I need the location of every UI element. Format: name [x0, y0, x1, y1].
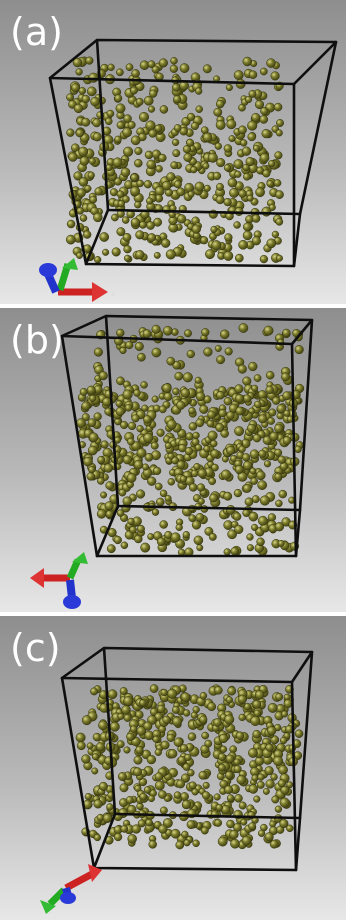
- x-axis-arrowhead: [88, 864, 102, 882]
- z-axis-arrow: [66, 579, 76, 599]
- axis-triad-c: x: [40, 864, 110, 914]
- z-axis-arrow: [44, 272, 60, 294]
- svg-text:x: x: [106, 869, 110, 876]
- y-axis-arrow: [47, 887, 67, 907]
- x-axis-arrow: [64, 870, 94, 892]
- y-axis-arrowhead: [62, 258, 78, 270]
- panel-c: x (c): [0, 616, 346, 920]
- atom-cloud-b: [76, 323, 305, 557]
- simulation-box-c: [60, 646, 314, 872]
- simulation-scene-a: x: [39, 38, 338, 302]
- svg-text:x: x: [111, 291, 115, 298]
- simulation-box-a: [48, 38, 338, 268]
- y-axis-arrowhead: [40, 900, 56, 914]
- panel-label: (b): [10, 318, 64, 362]
- axis-triad-b: x: [24, 552, 88, 609]
- simulation-box-b: [60, 314, 314, 558]
- simulation-scene-b: x: [24, 314, 314, 609]
- panel-b: x (b): [0, 308, 346, 612]
- atom-cloud-a: [65, 56, 284, 264]
- y-axis-arrowhead: [72, 552, 88, 564]
- panel-label: (a): [10, 10, 63, 54]
- z-axis-arrowhead: [60, 892, 76, 904]
- z-axis-arrowhead: [63, 595, 81, 609]
- axis-triad-a: x: [39, 258, 115, 302]
- atom-cloud-c: [75, 684, 304, 850]
- svg-text:x: x: [24, 575, 28, 582]
- x-axis-arrowhead: [30, 568, 44, 588]
- panel-label: (c): [10, 626, 61, 670]
- y-axis-arrow: [66, 558, 82, 580]
- x-axis-arrowhead: [92, 282, 108, 302]
- z-axis-arrowhead: [39, 263, 57, 277]
- simulation-scene-c: x: [40, 646, 314, 914]
- panel-a: x (a): [0, 0, 346, 304]
